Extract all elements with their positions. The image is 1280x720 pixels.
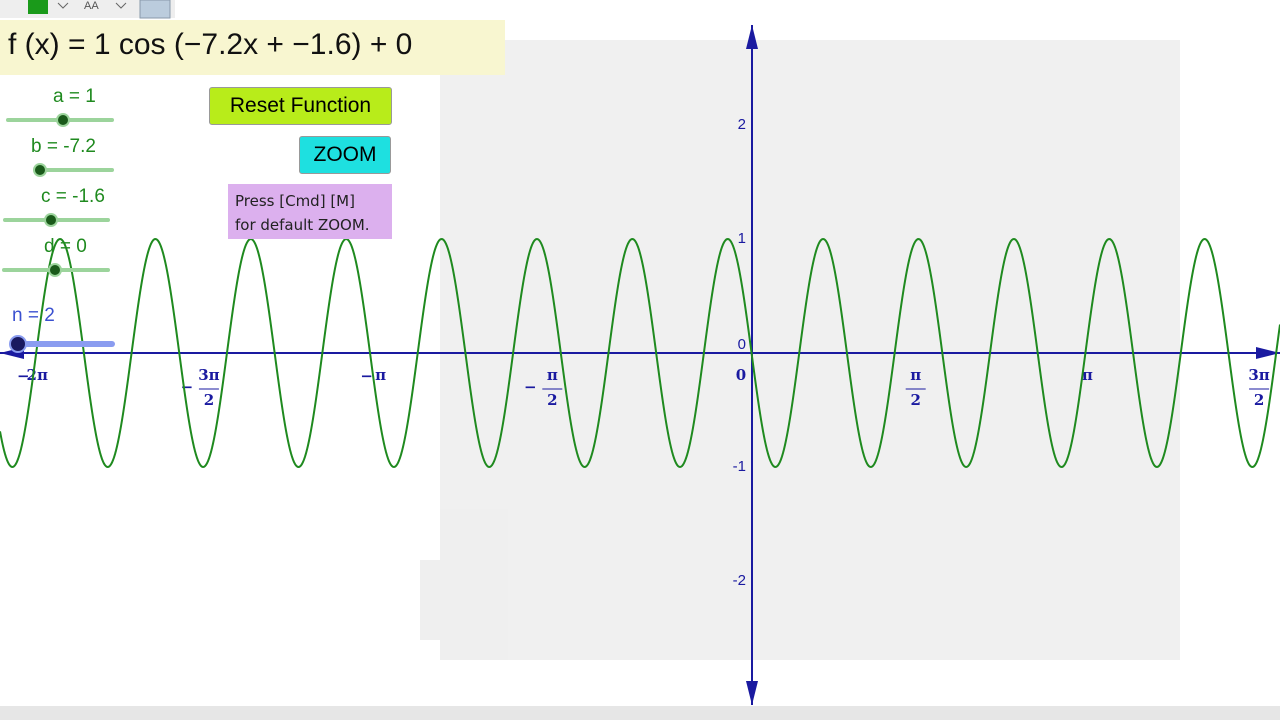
slider-label: d = 0 — [44, 236, 87, 257]
slider-handle[interactable] — [33, 163, 47, 177]
formula: f (x) = 1 cos (−7.2x + −1.6) + 0 — [8, 28, 412, 61]
note-line: for default ZOOM. — [235, 216, 370, 234]
color-icon — [28, 0, 48, 14]
pin-icon[interactable] — [139, 0, 171, 19]
x-tick-label: π — [547, 366, 558, 384]
zoom-button[interactable]: ZOOM — [299, 136, 391, 174]
slider-handle[interactable] — [44, 213, 58, 227]
x-tick-denominator: 2 — [204, 391, 214, 409]
function-curve — [0, 237, 1280, 469]
y-tick-label: 2 — [738, 116, 746, 133]
formula-box — [0, 20, 505, 75]
x-tick-denominator: 2 — [1254, 391, 1264, 409]
sliders: a = 1 b = -7.2 c = -1.6 d = 0 n = 2 — [2, 86, 115, 353]
y-tick-label: 0 — [738, 336, 746, 353]
background-ghost — [420, 40, 1180, 660]
y-tick-label: 1 — [738, 230, 746, 247]
slider-label: c = -1.6 — [41, 186, 105, 207]
slider-handle[interactable] — [56, 113, 70, 127]
dropdown-icon — [115, 2, 127, 9]
y-tick-label: -1 — [733, 458, 746, 475]
font-icon: AA — [84, 0, 99, 12]
slider-label: n = 2 — [12, 305, 55, 326]
x-tick-label: π — [910, 366, 921, 384]
x-tick-label: 3π — [1248, 366, 1269, 384]
slider-handle[interactable] — [48, 263, 62, 277]
note: Press [Cmd] [M] for default ZOOM. — [228, 184, 392, 239]
note-line: Press [Cmd] [M] — [235, 192, 355, 210]
x-tick-denominator: 2 — [910, 391, 920, 409]
x-tick-denominator: 2 — [547, 391, 557, 409]
slider-label: a = 1 — [53, 86, 96, 107]
dropdown-icon — [57, 2, 69, 9]
x-tick-label: π — [375, 366, 386, 384]
x-tick-label: 2π — [27, 366, 48, 384]
x-tick-label: 3π — [198, 366, 219, 384]
y-tick-label: -2 — [733, 572, 746, 589]
x-tick-sign: − — [360, 367, 373, 385]
slider-handle[interactable] — [9, 335, 27, 353]
x-tick-label: 0 — [736, 366, 746, 384]
x-tick-sign: − — [524, 378, 537, 396]
slider-label: b = -7.2 — [31, 136, 96, 157]
x-tick-label: π — [1082, 366, 1093, 384]
reset-button[interactable]: Reset Function — [209, 87, 392, 125]
status-bar — [0, 706, 1280, 720]
x-tick-sign: − — [17, 367, 30, 385]
